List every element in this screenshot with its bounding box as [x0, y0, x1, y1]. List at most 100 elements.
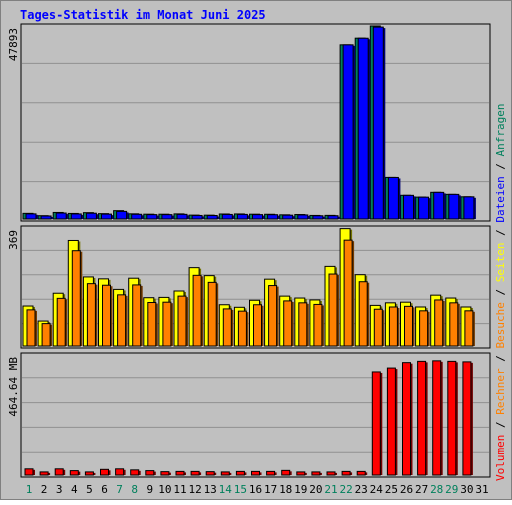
bar-besuche-21 — [328, 273, 338, 347]
bar-besuche-12 — [192, 274, 202, 347]
bar-volumen-29 — [447, 360, 457, 476]
bar-dateien-27 — [418, 196, 430, 220]
bar-besuche-6 — [102, 284, 111, 347]
legend-separator: / — [494, 415, 507, 435]
bar-dateien-26 — [403, 194, 414, 220]
day-label-28: 28 — [430, 483, 443, 496]
bar-besuche-8 — [132, 284, 142, 347]
bar-besuche-14 — [222, 308, 232, 347]
panel-frame-top — [20, 23, 491, 222]
bar-volumen-18 — [281, 469, 291, 476]
day-label-25: 25 — [385, 483, 398, 496]
bar-dateien-4 — [70, 213, 82, 220]
day-label-24: 24 — [370, 483, 384, 496]
day-label-7: 7 — [116, 483, 123, 496]
bar-volumen-2 — [39, 471, 49, 476]
day-label-30: 30 — [460, 483, 473, 496]
bar-besuche-29 — [449, 302, 459, 347]
bar-volumen-21 — [326, 471, 336, 476]
bar-besuche-20 — [313, 303, 323, 347]
day-label-9: 9 — [146, 483, 153, 496]
bar-volumen-27 — [417, 360, 427, 476]
bar-besuche-11 — [177, 295, 187, 347]
bar-besuche-10 — [162, 301, 172, 347]
bar-volumen-13 — [205, 471, 215, 476]
panel-max-label: 47893 — [7, 28, 20, 61]
bar-besuche-24 — [373, 308, 383, 347]
day-label-21: 21 — [324, 483, 337, 496]
bar-volumen-20 — [311, 471, 321, 476]
bar-dateien-19 — [297, 214, 309, 220]
bar-dateien-29 — [448, 193, 460, 220]
bar-dateien-25 — [387, 176, 399, 220]
series-volumen — [24, 360, 473, 476]
bar-besuche-23 — [358, 281, 368, 347]
legend-separator: / — [494, 282, 507, 302]
bar-volumen-26 — [402, 362, 411, 476]
panel-max-label: 464.64 MB — [7, 357, 20, 417]
bar-besuche-27 — [419, 310, 429, 347]
panel-bottom: 464.64 MB — [7, 352, 491, 478]
day-label-1: 1 — [26, 483, 33, 496]
bar-volumen-10 — [160, 471, 170, 476]
bar-besuche-30 — [464, 310, 474, 347]
bar-besuche-2 — [41, 323, 51, 347]
day-label-13: 13 — [204, 483, 217, 496]
legend-separator: / — [494, 223, 507, 243]
day-label-11: 11 — [173, 483, 186, 496]
day-label-14: 14 — [219, 483, 233, 496]
bar-volumen-6 — [100, 468, 109, 476]
bar-dateien-9 — [146, 214, 158, 220]
day-label-18: 18 — [279, 483, 292, 496]
bar-dateien-14 — [221, 213, 233, 220]
panel-top: 47893 — [7, 23, 491, 222]
bar-besuche-17 — [268, 285, 278, 347]
legend-separator: / — [494, 349, 507, 369]
day-label-20: 20 — [309, 483, 322, 496]
bar-dateien-15 — [236, 213, 248, 220]
bar-besuche-13 — [207, 281, 217, 347]
bar-besuche-7 — [117, 294, 127, 347]
day-label-5: 5 — [86, 483, 93, 496]
bar-volumen-7 — [115, 468, 125, 476]
legend-besuche: Besuche — [494, 302, 507, 348]
bar-dateien-2 — [40, 215, 52, 220]
bar-volumen-15 — [235, 470, 245, 476]
panel-max-label: 369 — [7, 230, 20, 250]
bar-dateien-6 — [101, 213, 112, 220]
day-label-17: 17 — [264, 483, 277, 496]
day-label-16: 16 — [249, 483, 262, 496]
legend-anfragen: Anfragen — [494, 103, 507, 156]
bar-besuche-1 — [26, 309, 36, 347]
bar-besuche-18 — [283, 300, 293, 347]
bar-volumen-23 — [356, 470, 366, 476]
bar-volumen-3 — [54, 468, 64, 476]
bar-volumen-28 — [432, 360, 442, 476]
day-label-31: 31 — [475, 483, 488, 496]
legend-separator: / — [494, 156, 507, 176]
bar-volumen-16 — [251, 470, 260, 476]
bar-dateien-12 — [191, 214, 203, 220]
bar-volumen-19 — [296, 471, 306, 476]
side-legend-text: Volumen / Rechner / Besuche / Seiten / D… — [494, 103, 507, 481]
bar-volumen-24 — [371, 371, 381, 476]
bar-volumen-30 — [462, 361, 472, 476]
bar-volumen-8 — [130, 469, 140, 476]
bar-dateien-23 — [357, 37, 369, 220]
bar-besuche-28 — [434, 299, 444, 347]
day-labels: 1 2 3 4 5 6 7 8 9 10 11 12 13 14 15 16 17 18 19 20 21 22 23 24 2… — [26, 483, 489, 496]
bar-dateien-3 — [55, 212, 67, 220]
bar-volumen-11 — [175, 470, 185, 476]
bar-dateien-10 — [161, 214, 173, 220]
day-label-3: 3 — [56, 483, 63, 496]
bar-volumen-14 — [220, 471, 230, 476]
bar-dateien-5 — [85, 212, 97, 220]
bar-dateien-21 — [327, 215, 339, 220]
day-label-29: 29 — [445, 483, 458, 496]
bar-dateien-1 — [25, 213, 37, 220]
legend-seiten: Seiten — [494, 243, 507, 283]
bar-besuche-9 — [147, 302, 157, 347]
day-label-8: 8 — [131, 483, 138, 496]
